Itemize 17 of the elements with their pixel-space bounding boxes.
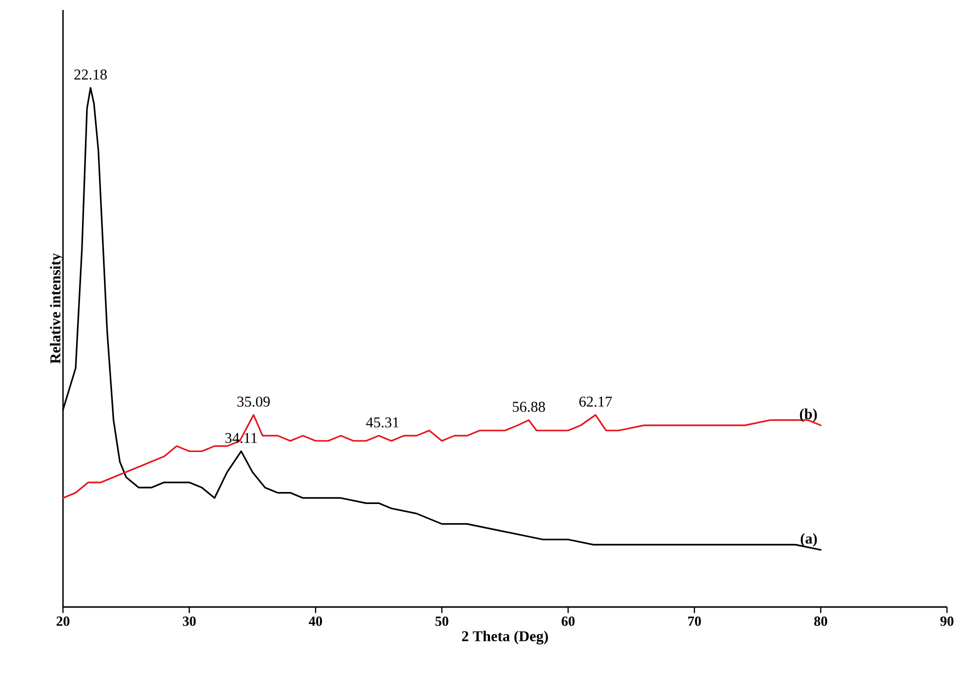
- annotation: 35.09: [237, 396, 270, 407]
- series-label: (b): [800, 408, 817, 422]
- x-tick-label: 40: [308, 616, 322, 626]
- x-axis-title: 2 Theta (Deg): [462, 630, 548, 644]
- y-axis-title: Relative intensity: [50, 253, 64, 364]
- annotation: 45.31: [366, 417, 399, 428]
- x-tick-label: 20: [56, 616, 70, 626]
- x-tick-label: 70: [688, 616, 701, 626]
- annotation: 22.18: [74, 70, 107, 80]
- annotation: 56.88: [512, 402, 545, 412]
- x-tick-label: 80: [814, 616, 828, 626]
- series-label: (a): [800, 533, 817, 547]
- x-tick-label: 60: [562, 616, 575, 626]
- x-tick-label: 90: [940, 616, 954, 626]
- x-tick-label: 30: [182, 616, 196, 626]
- annotation: 62.17: [579, 396, 612, 407]
- x-tick-label: 50: [435, 616, 448, 626]
